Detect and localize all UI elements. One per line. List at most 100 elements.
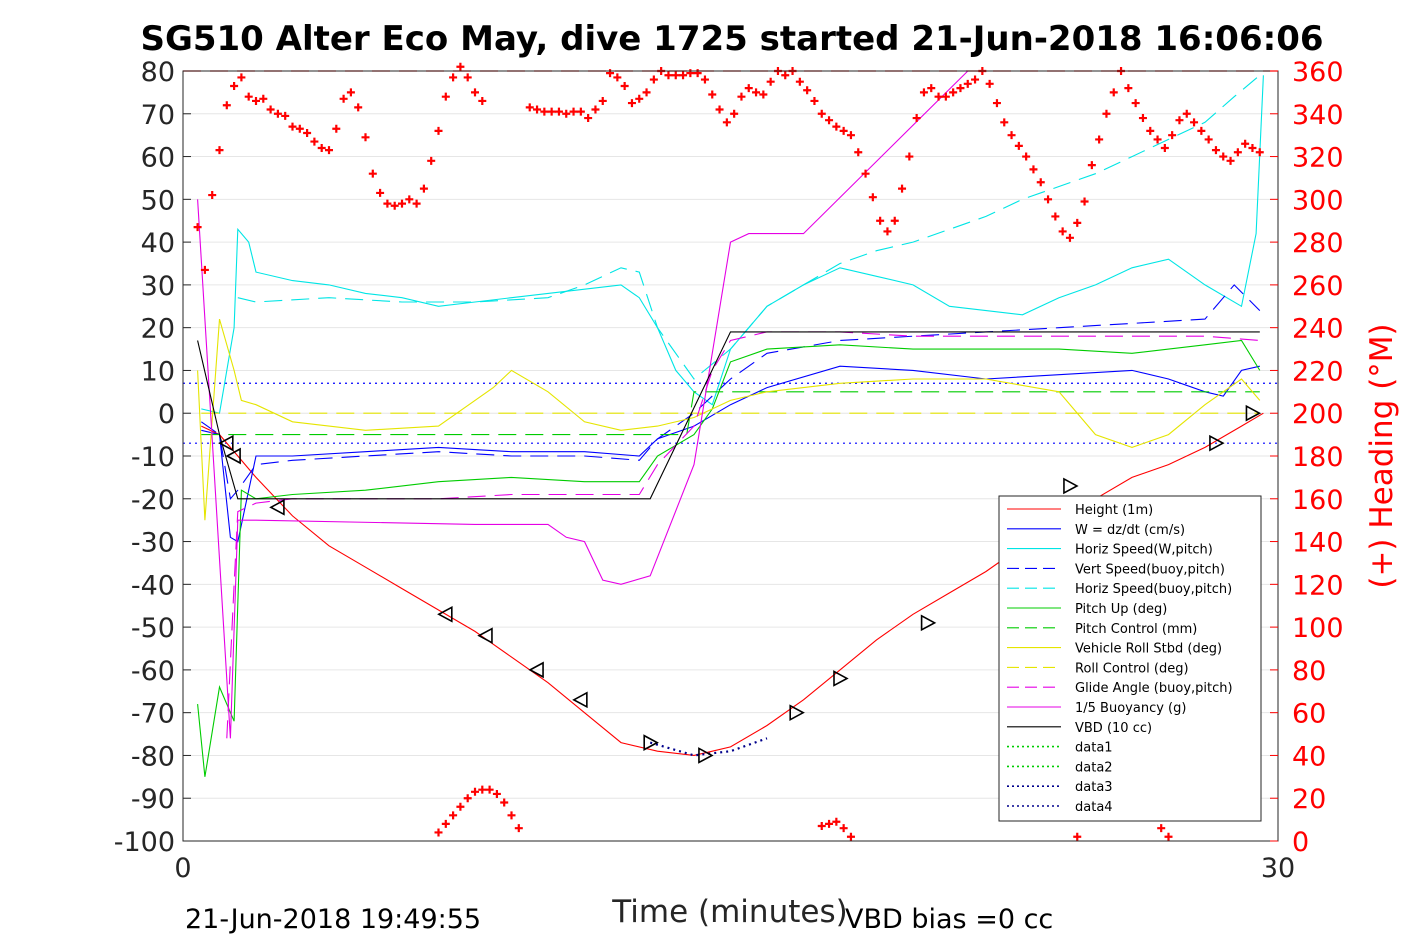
heading-point (576, 107, 585, 116)
heading-point (1131, 99, 1140, 108)
legend-label: Pitch Control (mm) (1075, 622, 1197, 637)
legend-label: Horiz Speed(buoy,pitch) (1075, 582, 1232, 597)
heading-point (1190, 118, 1199, 127)
heading-point (737, 92, 746, 101)
heading-point (463, 73, 472, 82)
heading-point (1219, 152, 1228, 161)
heading-point (649, 75, 658, 84)
legend-label: 1/5 Buoyancy (g) (1075, 701, 1186, 716)
depth-marker (225, 447, 241, 465)
heading-layer (193, 62, 1264, 841)
series-line (197, 318, 1261, 521)
heading-point (613, 73, 622, 82)
heading-point (1164, 832, 1173, 841)
heading-point (434, 126, 443, 135)
heading-point (912, 114, 921, 123)
heading-point (1255, 148, 1264, 157)
heading-point (934, 92, 943, 101)
series-line (201, 75, 1264, 414)
heading-point (635, 94, 644, 103)
heading-point (868, 193, 877, 202)
legend-label: Roll Control (deg) (1075, 661, 1189, 676)
heading-point (744, 84, 753, 93)
depth-marker (528, 661, 544, 679)
heading-point (861, 169, 870, 178)
heading-point (1095, 135, 1104, 144)
heading-point (222, 101, 231, 110)
heading-point (244, 92, 253, 101)
y2-tick-label: 220 (1292, 356, 1344, 387)
heading-point (1226, 156, 1235, 165)
heading-point (540, 107, 549, 116)
heading-point (1102, 109, 1111, 118)
heading-point (295, 124, 304, 133)
y2-tick-label: 60 (1292, 699, 1326, 730)
heading-point (310, 137, 319, 146)
heading-point (693, 69, 702, 78)
heading-point (825, 116, 834, 125)
heading-point (361, 133, 370, 142)
heading-point (591, 105, 600, 114)
heading-point (1175, 116, 1184, 125)
heading-point (1197, 126, 1206, 135)
series-line (197, 339, 1261, 777)
depth-marker (572, 691, 588, 709)
heading-point (905, 152, 914, 161)
legend-label: Vehicle Roll Stbd (deg) (1075, 642, 1222, 657)
heading-point (700, 75, 709, 84)
y-axis-ticks: 80 70 60 50 40 30 20 10 0 -10 -20 -30 -40 -50 -60 -70 -8… (114, 57, 191, 858)
depth-markers (218, 404, 1262, 764)
y-tick-label: -100 (114, 827, 175, 858)
heading-point (419, 184, 428, 193)
heading-point (956, 84, 965, 93)
y2-tick-label: 0 (1292, 827, 1309, 858)
heading-point (346, 88, 355, 97)
y2-axis-ticks: 3603403203002802602402202001801601401201… (1270, 57, 1344, 858)
legend-label: data3 (1075, 780, 1113, 795)
heading-point (281, 111, 290, 120)
y-tick-label: 50 (141, 185, 175, 216)
heading-point (547, 107, 556, 116)
heading-point (620, 81, 629, 90)
heading-point (1138, 114, 1147, 123)
x-axis-label: Time (minutes) (611, 894, 847, 930)
heading-point (478, 785, 487, 794)
heading-point (854, 148, 863, 157)
y2-tick-label: 200 (1292, 399, 1344, 430)
reference-lines (183, 70, 1278, 444)
heading-point (606, 69, 615, 78)
heading-point (376, 188, 385, 197)
heading-point (500, 798, 509, 807)
y2-tick-label: 300 (1292, 185, 1344, 216)
heading-point (200, 265, 209, 274)
heading-point (485, 785, 494, 794)
x-tick-label: 30 (1261, 853, 1295, 884)
heading-point (215, 146, 224, 155)
y2-tick-label: 340 (1292, 100, 1344, 131)
heading-point (1248, 144, 1257, 152)
heading-point (339, 94, 348, 103)
heading-point (383, 199, 392, 208)
heading-point (332, 124, 341, 133)
heading-point (525, 103, 534, 112)
y2-tick-label: 20 (1292, 784, 1326, 815)
heading-point (471, 787, 479, 796)
legend-label: data4 (1075, 800, 1113, 815)
heading-point (832, 817, 841, 826)
y-tick-label: -90 (131, 784, 175, 815)
heading-point (492, 789, 501, 798)
heading-point (1051, 212, 1060, 221)
heading-point (1000, 118, 1009, 127)
heading-point (390, 201, 399, 210)
heading-point (671, 71, 680, 80)
heading-point (1233, 148, 1242, 157)
heading-point (1087, 161, 1096, 170)
heading-point (1109, 88, 1118, 97)
y-tick-label: 60 (141, 143, 175, 174)
heading-point (554, 107, 563, 116)
heading-point (890, 216, 899, 225)
heading-point (839, 824, 848, 833)
heading-point (237, 73, 246, 82)
heading-point (456, 802, 465, 811)
